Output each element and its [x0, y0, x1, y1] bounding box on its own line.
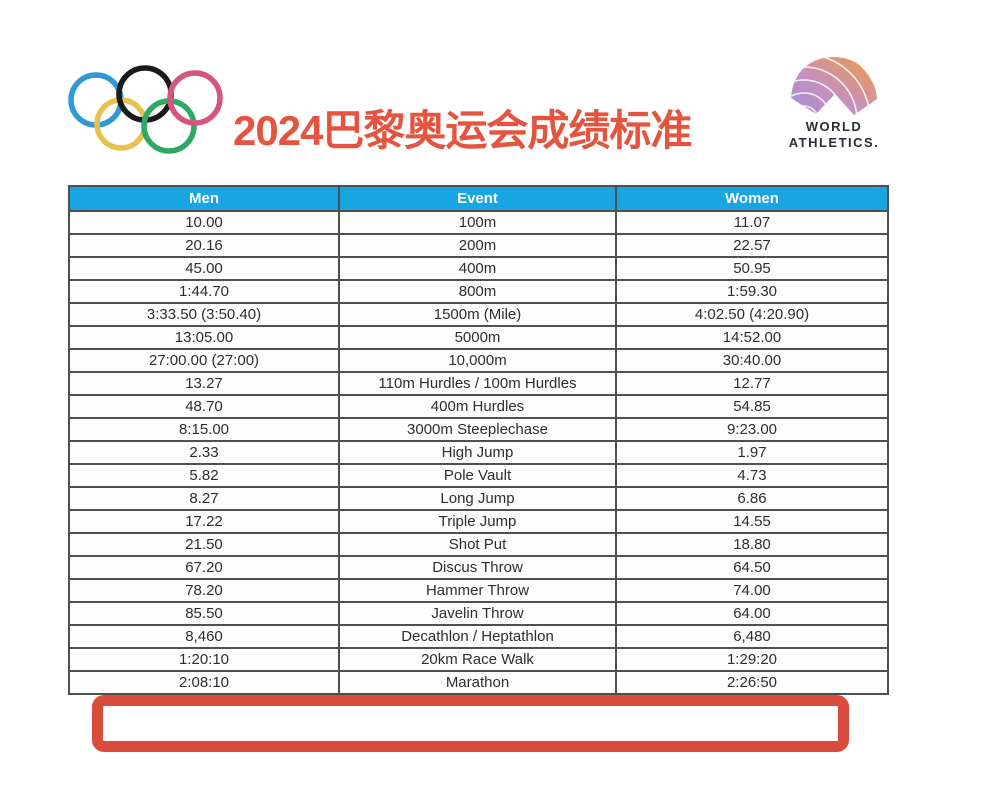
table-row: 85.50 Javelin Throw 64.00 [68, 601, 889, 626]
table-cell: 3:33.50 (3:50.40) [68, 302, 340, 327]
table-row: 1:20:10 20km Race Walk 1:29:20 [68, 647, 889, 672]
table-cell: 800m [338, 279, 617, 304]
standards-table: Men Event Women 10.00 100m 11.07 20.16 200m 2… [68, 185, 889, 695]
table-cell: 74.00 [615, 578, 889, 603]
world-athletics-logo: WORLD ATHLETICS. [784, 54, 884, 150]
table-cell: 54.85 [615, 394, 889, 419]
table-cell: Marathon [338, 670, 617, 695]
table-cell: 20km Race Walk [338, 647, 617, 672]
table-row: 2.33 High Jump 1.97 [68, 440, 889, 465]
table-cell: 21.50 [68, 532, 340, 557]
table-row: 13:05.00 5000m 14:52.00 [68, 325, 889, 350]
table-cell: 13.27 [68, 371, 340, 396]
table-body: 10.00 100m 11.07 20.16 200m 22.57 45.00 400m 50.… [68, 210, 889, 695]
table-cell: Hammer Throw [338, 578, 617, 603]
table-cell: Shot Put [338, 532, 617, 557]
table-row: 5.82 Pole Vault 4.73 [68, 463, 889, 488]
olympic-rings-logo [68, 65, 223, 154]
highlight-box [92, 695, 849, 752]
page-title: 2024巴黎奥运会成绩标准 [233, 107, 692, 154]
table-cell: 9:23.00 [615, 417, 889, 442]
table-cell: 10,000m [338, 348, 617, 373]
table-row: 10.00 100m 11.07 [68, 210, 889, 235]
table-cell: 50.95 [615, 256, 889, 281]
table-cell: Discus Throw [338, 555, 617, 580]
column-header-men: Men [68, 185, 340, 212]
world-athletics-mark-icon [791, 57, 877, 115]
table-cell: 30:40.00 [615, 348, 889, 373]
table-cell: 1500m (Mile) [338, 302, 617, 327]
table-cell: 1:20:10 [68, 647, 340, 672]
table-cell: 3000m Steeplechase [338, 417, 617, 442]
table-cell: 48.70 [68, 394, 340, 419]
table-row: 2:08:10 Marathon 2:26:50 [68, 670, 889, 695]
table-cell: 400m Hurdles [338, 394, 617, 419]
table-cell: 5.82 [68, 463, 340, 488]
table-row: 78.20 Hammer Throw 74.00 [68, 578, 889, 603]
table-header-row: Men Event Women [68, 185, 889, 212]
table-cell: 6,480 [615, 624, 889, 649]
table-row: 27:00.00 (27:00) 10,000m 30:40.00 [68, 348, 889, 373]
table-cell: 1:29:20 [615, 647, 889, 672]
table-cell: 64.00 [615, 601, 889, 626]
table-cell: 85.50 [68, 601, 340, 626]
table-cell: 18.80 [615, 532, 889, 557]
table-cell: 64.50 [615, 555, 889, 580]
table-cell: 17.22 [68, 509, 340, 534]
table-row: 67.20 Discus Throw 64.50 [68, 555, 889, 580]
table-cell: 13:05.00 [68, 325, 340, 350]
table-cell: 1.97 [615, 440, 889, 465]
table-row: 1:44.70 800m 1:59.30 [68, 279, 889, 304]
table-cell: 22.57 [615, 233, 889, 258]
table-cell: 10.00 [68, 210, 340, 235]
table-cell: 78.20 [68, 578, 340, 603]
table-cell: 1:59.30 [615, 279, 889, 304]
table-cell: 4:02.50 (4:20.90) [615, 302, 889, 327]
table-cell: 5000m [338, 325, 617, 350]
table-cell: 8,460 [68, 624, 340, 649]
table-cell: 8:15.00 [68, 417, 340, 442]
table-cell: Triple Jump [338, 509, 617, 534]
table-cell: 2:08:10 [68, 670, 340, 695]
table-cell: 12.77 [615, 371, 889, 396]
table-row: 20.16 200m 22.57 [68, 233, 889, 258]
table-cell: 4.73 [615, 463, 889, 488]
table-cell: 6.86 [615, 486, 889, 511]
world-athletics-wordmark-line1: WORLD [805, 119, 863, 134]
table-cell: 14:52.00 [615, 325, 889, 350]
table-cell: High Jump [338, 440, 617, 465]
table-cell: 67.20 [68, 555, 340, 580]
world-athletics-wordmark-line2: ATHLETICS. [788, 135, 880, 150]
table-row: 8.27 Long Jump 6.86 [68, 486, 889, 511]
table-cell: 27:00.00 (27:00) [68, 348, 340, 373]
table-cell: 2:26:50 [615, 670, 889, 695]
table-row: 21.50 Shot Put 18.80 [68, 532, 889, 557]
table-cell: 110m Hurdles / 100m Hurdles [338, 371, 617, 396]
table-cell: 45.00 [68, 256, 340, 281]
table-row: 8:15.00 3000m Steeplechase 9:23.00 [68, 417, 889, 442]
column-header-women: Women [615, 185, 889, 212]
table-cell: Long Jump [338, 486, 617, 511]
table-cell: 20.16 [68, 233, 340, 258]
table-cell: 1:44.70 [68, 279, 340, 304]
table-cell: 100m [338, 210, 617, 235]
table-row: 45.00 400m 50.95 [68, 256, 889, 281]
table-row: 48.70 400m Hurdles 54.85 [68, 394, 889, 419]
table-cell: 14.55 [615, 509, 889, 534]
table-cell: Javelin Throw [338, 601, 617, 626]
table-cell: 8.27 [68, 486, 340, 511]
table-row: 3:33.50 (3:50.40) 1500m (Mile) 4:02.50 (4:… [68, 302, 889, 327]
olympic-ring-red [167, 70, 223, 126]
table-row: 8,460 Decathlon / Heptathlon 6,480 [68, 624, 889, 649]
table-cell: 400m [338, 256, 617, 281]
table-cell: 200m [338, 233, 617, 258]
table-row: 17.22 Triple Jump 14.55 [68, 509, 889, 534]
table-cell: 11.07 [615, 210, 889, 235]
table-cell: Pole Vault [338, 463, 617, 488]
table-row: 13.27 110m Hurdles / 100m Hurdles 12.77 [68, 371, 889, 396]
column-header-event: Event [338, 185, 617, 212]
table-cell: Decathlon / Heptathlon [338, 624, 617, 649]
table-cell: 2.33 [68, 440, 340, 465]
